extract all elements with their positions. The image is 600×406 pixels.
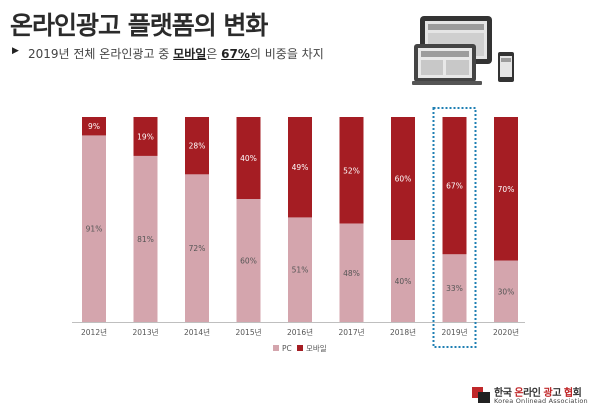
data-label-pc-7: 33% [446, 284, 463, 293]
association-name-english: Korea Onlinead Association [494, 397, 588, 405]
data-label-pc-2: 72% [189, 244, 206, 253]
bar-pc-3 [236, 199, 261, 322]
data-label-pc-6: 40% [395, 277, 412, 286]
bar-mobile-2 [185, 117, 209, 175]
laptop-icon [412, 44, 482, 85]
data-label-pc-8: 30% [498, 287, 515, 296]
data-label-mobile-4: 49% [292, 163, 309, 172]
x-tick-label-2: 2014년 [184, 327, 210, 337]
x-tick-label-3: 2015년 [236, 327, 262, 337]
subtitle-share: 67% [221, 47, 250, 61]
association-name: 한국 온라인 광고 협회 [494, 388, 582, 399]
bar-pc-5 [339, 223, 364, 322]
association-logo: 한국 온라인 광고 협회 Korea Onlinead Association [472, 384, 592, 406]
legend-swatch-pc [273, 345, 279, 351]
bar-mobile-4 [288, 117, 312, 218]
data-label-pc-1: 81% [137, 235, 154, 244]
x-tick-label-6: 2018년 [390, 327, 416, 337]
data-label-mobile-6: 60% [395, 175, 412, 184]
bar-pc-0 [82, 135, 106, 322]
highlight-box [432, 107, 477, 348]
legend-label-mobile: 모바일 [306, 343, 327, 353]
data-label-pc-4: 51% [292, 266, 309, 275]
subtitle-text-mid: 은 [206, 47, 222, 61]
data-label-mobile-0: 9% [88, 122, 100, 131]
x-tick-label-1: 2013년 [133, 327, 159, 337]
bar-mobile-3 [236, 117, 261, 199]
subtitle-mobile: 모바일 [173, 47, 207, 61]
page-title: 온라인광고 플랫폼의 변화 [10, 11, 268, 40]
data-label-pc-3: 60% [240, 257, 257, 266]
x-tick-label-4: 2016년 [287, 327, 313, 337]
x-tick-label-7: 2019년 [442, 327, 468, 337]
bar-pc-2 [185, 174, 209, 322]
legend-label-pc: PC [282, 344, 292, 353]
data-label-mobile-8: 70% [498, 185, 515, 194]
phone-icon [498, 52, 514, 82]
subtitle-text-start: 2019년 전체 온라인광고 중 [28, 47, 174, 61]
x-tick-label-5: 2017년 [339, 327, 365, 337]
data-label-mobile-1: 19% [137, 132, 154, 141]
bar-mobile-6 [391, 117, 415, 240]
data-label-mobile-5: 52% [343, 166, 360, 175]
bar-mobile-8 [494, 117, 518, 261]
bar-pc-8 [494, 260, 518, 322]
x-tick-label-8: 2020년 [493, 327, 519, 337]
x-tick-label-0: 2012년 [81, 327, 107, 337]
bar-mobile-0 [82, 117, 106, 136]
data-label-mobile-2: 28% [189, 142, 206, 151]
association-mark-icon [472, 387, 490, 403]
data-label-pc-5: 48% [343, 269, 360, 278]
data-label-pc-0: 91% [86, 225, 103, 234]
subtitle: ▶ 2019년 전체 온라인광고 중 모바일은 67%의 비중을 차지 [12, 45, 324, 62]
devices-icon [412, 16, 514, 85]
bar-mobile-1 [133, 117, 158, 156]
bar-mobile-5 [339, 117, 364, 224]
data-label-mobile-3: 40% [240, 154, 257, 163]
triangle-bullet-icon: ▶ [12, 46, 19, 56]
bar-pc-4 [288, 217, 312, 322]
bar-pc-7 [442, 254, 467, 322]
bar-mobile-7 [442, 117, 467, 255]
bar-pc-1 [133, 155, 158, 322]
data-label-mobile-7: 67% [446, 182, 463, 191]
subtitle-text-end: 의 비중을 차지 [249, 47, 324, 61]
bar-pc-6 [391, 240, 415, 322]
legend-swatch-mobile [297, 345, 303, 351]
